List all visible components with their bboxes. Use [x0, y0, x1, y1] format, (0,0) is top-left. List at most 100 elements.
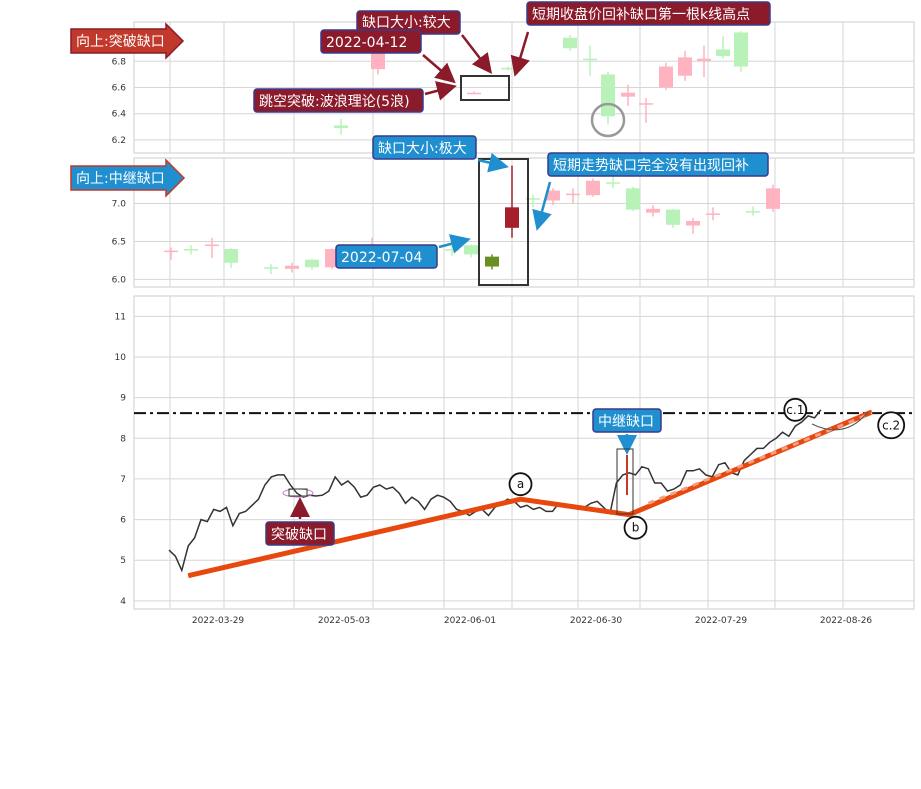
candle-body — [734, 32, 748, 67]
y-tick-label: 9 — [120, 394, 126, 404]
candle-body — [621, 92, 635, 97]
x-tick-label: 2022-06-01 — [444, 616, 496, 626]
y-tick-label: 6.4 — [112, 110, 127, 120]
y-tick-label: 10 — [115, 353, 127, 363]
arc-c1-to-c2 — [811, 411, 869, 431]
svg-text:缺口大小:极大: 缺口大小:极大 — [378, 141, 467, 157]
candle-body — [467, 92, 481, 95]
marker-label: a — [517, 477, 524, 491]
svg-text:缺口大小:较大: 缺口大小:较大 — [362, 15, 451, 31]
svg-text:跳空突破:波浪理论(5浪): 跳空突破:波浪理论(5浪) — [259, 94, 410, 110]
panel-2-title-banner: 向上:中继缺口 — [70, 158, 186, 198]
candle-body — [666, 209, 680, 225]
candle-body — [184, 249, 198, 251]
candle-body — [505, 207, 519, 228]
marker-circle — [783, 397, 808, 422]
svg-text:短期走势缺口完全没有出现回补: 短期走势缺口完全没有出现回补 — [553, 157, 749, 174]
candle-body — [526, 198, 540, 200]
annotation-short-term-fill: 短期收盘价回补缺口第一根k线高点 — [510, 1, 771, 77]
marker-circle — [508, 472, 533, 497]
x-tick-label: 2022-06-30 — [570, 616, 623, 626]
y-tick-label: 5 — [120, 556, 126, 566]
candle-body — [606, 182, 620, 184]
svg-text:2022-07-04: 2022-07-04 — [341, 250, 422, 266]
candle-body — [445, 249, 459, 251]
marker-label: c.1 — [786, 403, 804, 417]
x-tick-label: 2022-08-26 — [820, 616, 873, 626]
y-tick-label: 11 — [115, 312, 126, 322]
price-line — [168, 409, 822, 573]
candle-body — [678, 57, 692, 76]
wave-markers: a b c.1 c.2 — [508, 397, 906, 540]
candle-body — [485, 256, 499, 267]
y-tick-label: 6.2 — [112, 136, 126, 146]
y-tick-label: 6.5 — [112, 237, 126, 247]
annotation-breakaway-gap: 突破缺口 — [265, 488, 335, 546]
candle-body — [706, 213, 720, 215]
candle-body — [164, 250, 178, 253]
candle-body — [566, 193, 580, 196]
candle-body — [659, 66, 673, 88]
y-tick-label: 6.0 — [112, 275, 127, 285]
candle-body — [746, 211, 760, 213]
candle-body — [264, 267, 278, 269]
candle-body — [563, 37, 577, 49]
candle-body — [285, 265, 299, 269]
marker-label: c.2 — [882, 418, 900, 432]
annotation-continuation-gap: 中继缺口 — [592, 408, 662, 515]
candle-body — [766, 188, 780, 209]
svg-text:短期收盘价回补缺口第一根k线高点: 短期收盘价回补缺口第一根k线高点 — [532, 6, 750, 23]
x-tick-label: 2022-03-29 — [192, 616, 245, 626]
annotation-gap-size-huge: 缺口大小:极大 — [372, 135, 509, 173]
panel-3-grid: 4 5 6 7 8 9 10 11 2022-03-29 2022-05-03 2022-06-01… — [115, 296, 914, 626]
candle-body — [626, 188, 640, 210]
annotation-no-fill: 短期走势缺口完全没有出现回补 — [532, 152, 769, 231]
svg-text:2022-04-12: 2022-04-12 — [326, 35, 407, 51]
candle-body — [501, 67, 515, 70]
gap-box-panel-1 — [460, 75, 510, 101]
candle-body — [646, 208, 660, 213]
candle-body — [464, 245, 478, 255]
annotation-gap-size-large: 缺口大小:较大 — [356, 10, 493, 74]
panel-2-title: 向上:中继缺口 — [76, 171, 165, 187]
panel-1-grid: 6.2 6.4 6.6 6.8 — [112, 22, 914, 153]
y-tick-label: 4 — [120, 597, 126, 607]
x-tick-label: 2022-05-03 — [318, 616, 370, 626]
candle-body — [305, 259, 319, 268]
candle-body — [224, 249, 238, 263]
panel-3-frame — [133, 295, 915, 610]
panel-1-candles — [334, 31, 748, 135]
x-tick-label: 2022-07-29 — [695, 616, 748, 626]
y-tick-label: 6 — [120, 516, 126, 526]
annotation-date-2022-04-12: 2022-04-12 — [320, 29, 456, 84]
annotation-wave-theory: 跳空突破:波浪理论(5浪) — [253, 81, 457, 113]
wave-path — [187, 409, 873, 579]
candle-body — [334, 125, 348, 129]
marker-circle — [877, 411, 906, 440]
svg-text:中继缺口: 中继缺口 — [598, 414, 654, 430]
y-tick-label: 7 — [120, 475, 126, 485]
candle-body — [205, 244, 219, 247]
panel-1-title-banner: 向上:突破缺口 — [70, 22, 185, 60]
candle-body — [586, 180, 600, 196]
candle-body — [583, 58, 597, 61]
wave-path-dashed — [647, 411, 873, 505]
candle-body — [716, 49, 730, 57]
candle-body — [601, 74, 615, 117]
svg-text:突破缺口: 突破缺口 — [271, 527, 327, 543]
candle-body — [546, 190, 560, 201]
candle-body — [686, 220, 700, 226]
annotation-date-2022-07-04: 2022-07-04 — [335, 234, 471, 269]
marker-label: b — [632, 521, 640, 535]
marker-circle — [623, 515, 648, 540]
panel-2-candles — [164, 165, 780, 275]
candle-body — [639, 103, 653, 105]
candle-body — [697, 58, 711, 62]
gray-circle-marker — [590, 102, 626, 138]
panel-1-title: 向上:突破缺口 — [76, 34, 165, 50]
panel-2-frame — [133, 157, 915, 288]
y-tick-label: 7.0 — [112, 200, 127, 210]
y-tick-label: 8 — [120, 434, 126, 444]
y-tick-label: 6.8 — [112, 57, 127, 67]
